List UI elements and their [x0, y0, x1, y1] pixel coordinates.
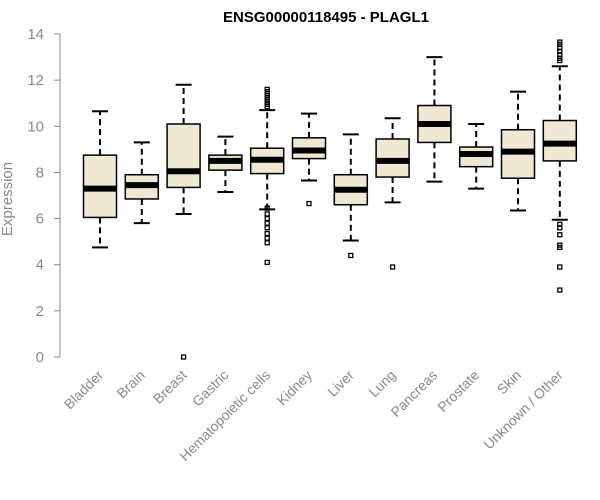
box-pancreas [417, 56, 452, 183]
outlier-point [389, 264, 396, 270]
x-tick-label: Kidney [274, 367, 316, 409]
outlier-point [264, 235, 270, 241]
x-tick-label: Breast [150, 367, 190, 407]
outlier-point [557, 264, 563, 270]
box-skin [500, 90, 536, 212]
y-tick-label: 12 [27, 72, 44, 89]
y-axis-label: Expression [0, 162, 16, 236]
outlier-point [264, 215, 270, 222]
x-tick-label: Unknown / Other [480, 367, 566, 453]
outlier-point [264, 211, 270, 217]
box-kidney [291, 112, 327, 207]
boxes-group [82, 39, 578, 360]
outlier-point [557, 232, 563, 238]
y-tick-label: 10 [27, 118, 44, 135]
box-brain [124, 141, 160, 225]
outlier-point [348, 252, 354, 259]
box-liver [333, 133, 369, 259]
box-breast [166, 83, 201, 360]
box-prostate [458, 122, 494, 190]
outlier-point [264, 225, 270, 231]
outlier-point [557, 39, 563, 45]
y-tick-label: 2 [36, 303, 44, 320]
outlier-point [264, 259, 270, 266]
outlier-point [264, 240, 270, 246]
outlier-point [557, 287, 563, 293]
outlier-point [264, 230, 270, 237]
x-tick-label: Skin [494, 367, 525, 398]
outlier-point [264, 86, 270, 93]
x-tick-label: Lung [365, 367, 398, 400]
x-tick-label: Prostate [434, 367, 482, 415]
outlier-point [557, 242, 563, 248]
chart-title: ENSG00000118495 - PLAGL1 [223, 9, 429, 26]
iqr-box [166, 123, 201, 189]
box-lung [375, 117, 410, 270]
y-tick-label: 14 [27, 26, 44, 43]
y-tick-label: 4 [36, 257, 44, 274]
box-hematopoietic-cells [249, 86, 285, 266]
y-tick-label: 0 [36, 349, 44, 366]
y-tick-label: 6 [36, 211, 44, 228]
x-tick-label: Brain [113, 367, 147, 401]
box-bladder [82, 110, 118, 249]
box-gastric [208, 135, 243, 194]
box-unknown-other [542, 39, 578, 293]
x-tick-label: Liver [324, 367, 357, 400]
outlier-point [264, 205, 270, 211]
y-axis: 0 2 4 6 8 10 12 14 [27, 26, 61, 366]
outlier-point [557, 221, 563, 227]
y-tick-label: 8 [36, 164, 44, 181]
x-tick-label: Bladder [61, 367, 107, 413]
outlier-point [264, 220, 270, 226]
outlier-point [306, 200, 312, 207]
outlier-point [180, 354, 187, 360]
